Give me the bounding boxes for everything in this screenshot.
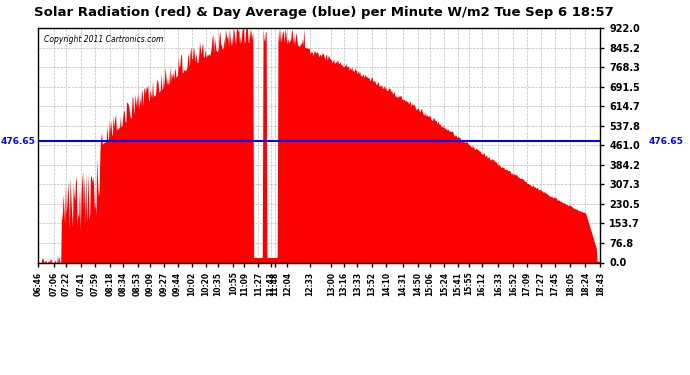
Text: Copyright 2011 Cartronics.com: Copyright 2011 Cartronics.com [43,35,163,44]
Text: 476.65: 476.65 [0,137,35,146]
Text: 476.65: 476.65 [648,137,683,146]
Text: Solar Radiation (red) & Day Average (blue) per Minute W/m2 Tue Sep 6 18:57: Solar Radiation (red) & Day Average (blu… [34,6,614,19]
